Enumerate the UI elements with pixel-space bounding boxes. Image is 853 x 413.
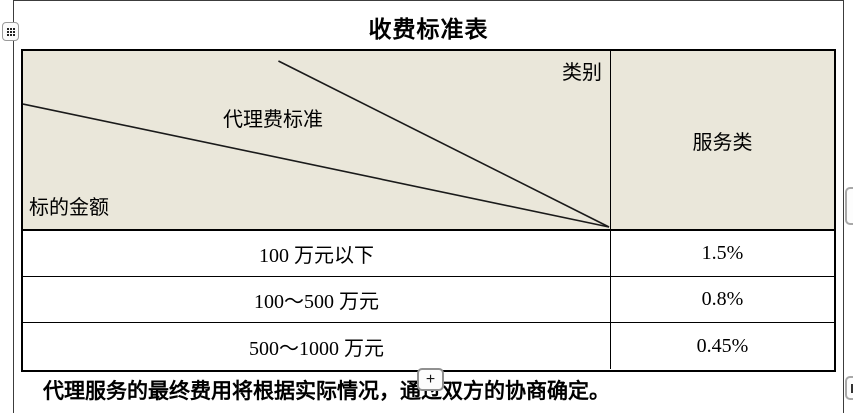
cell-rate[interactable]: 0.45%: [611, 323, 834, 369]
footer-note-text: 代理服务的最终费用将根据实际情况，通过双方的协商确定。: [43, 379, 610, 403]
rate-text: 0.45%: [696, 334, 749, 357]
table-row: 500～1000 万元 0.45%: [23, 323, 834, 369]
cell-rate[interactable]: 0.8%: [611, 277, 834, 322]
plus-icon: +: [425, 370, 436, 388]
amount-range-text: 100 万元以下: [259, 245, 374, 267]
cell-rate[interactable]: 1.5%: [611, 231, 834, 276]
diagonal-lines: [23, 60, 610, 228]
page-boundary-top: [13, 0, 844, 1]
page-boundary-left: [13, 0, 14, 413]
table-row: 100 万元以下 1.5%: [23, 231, 834, 277]
diagonal-header-cell[interactable]: 类别 代理费标准 标的金额: [23, 51, 611, 229]
table-resize-handle[interactable]: [845, 376, 853, 400]
table-move-handle[interactable]: [2, 22, 19, 41]
fee-table: 类别 代理费标准 标的金额 服务类 100 万元以下 1.5% 100～500 …: [21, 49, 836, 372]
page-title: 收费标准表: [368, 17, 489, 42]
rate-text: 1.5%: [701, 242, 744, 264]
table-row: 100～500 万元 0.8%: [23, 277, 834, 323]
add-row-button[interactable]: +: [417, 368, 444, 391]
header-label-rate-standard: 代理费标准: [223, 109, 323, 131]
header-label-subject-amount: 标的金额: [29, 197, 109, 219]
header-label-category: 类别: [562, 62, 602, 84]
cell-amount-range[interactable]: 100～500 万元: [23, 277, 611, 322]
page-boundary-right: [843, 0, 844, 413]
amount-range-text: 500～1000 万元: [249, 337, 384, 360]
cell-amount-range[interactable]: 100 万元以下: [23, 231, 611, 276]
header-cell-service-class[interactable]: 服务类: [611, 51, 834, 229]
rate-text: 0.8%: [701, 288, 744, 310]
remove-row-button[interactable]: −: [845, 187, 853, 225]
resize-corner-icon: [851, 384, 853, 393]
header-label-service-class: 服务类: [692, 131, 753, 154]
grid-dots-icon: [6, 27, 15, 36]
cell-amount-range[interactable]: 500～1000 万元: [23, 323, 611, 369]
table-header-row: 类别 代理费标准 标的金额 服务类: [23, 51, 834, 231]
amount-range-text: 100～500 万元: [254, 291, 379, 313]
